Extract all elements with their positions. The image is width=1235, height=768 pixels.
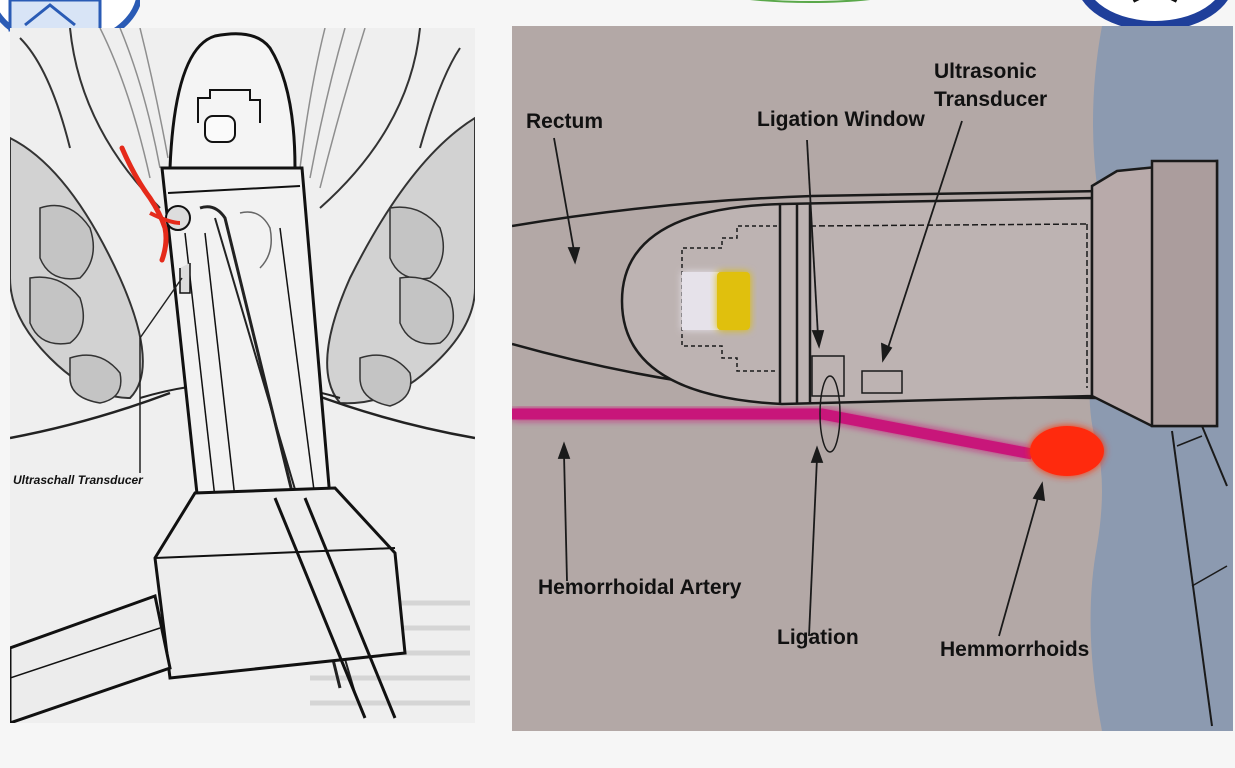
ligation-window-label: Ligation Window xyxy=(757,108,925,131)
ligation-loop xyxy=(819,375,841,453)
ultraschall-transducer-label: Ultraschall Transducer xyxy=(13,473,144,487)
hemorrhoidal-artery-label: Hemorrhoidal Artery xyxy=(538,576,742,599)
proctoscope-handle xyxy=(153,486,407,680)
logo-center xyxy=(690,0,930,10)
hemorrhoidal-artery xyxy=(512,408,1034,460)
suture-line xyxy=(119,145,169,263)
rectum-label: Rectum xyxy=(526,110,603,133)
hemmorrhoids-label: Hemmorrhoids xyxy=(940,638,1089,661)
ultrasonic-transducer-label-line2: Transducer xyxy=(934,88,1047,111)
transducer-yellow-part xyxy=(717,272,750,330)
ultrasonic-transducer-label-line1: Ultrasonic xyxy=(934,60,1037,83)
left-anatomy-figure: Ultraschall Transducer xyxy=(10,28,475,723)
transducer-white-part xyxy=(682,272,719,330)
hemorrhoid xyxy=(1030,426,1104,476)
right-schematic-figure: Rectum Ligation Window Ultrasonic Transd… xyxy=(512,26,1233,731)
ligation-label: Ligation xyxy=(777,626,859,649)
doppler-probe xyxy=(620,196,1094,406)
proctoscope-tip xyxy=(168,32,297,170)
